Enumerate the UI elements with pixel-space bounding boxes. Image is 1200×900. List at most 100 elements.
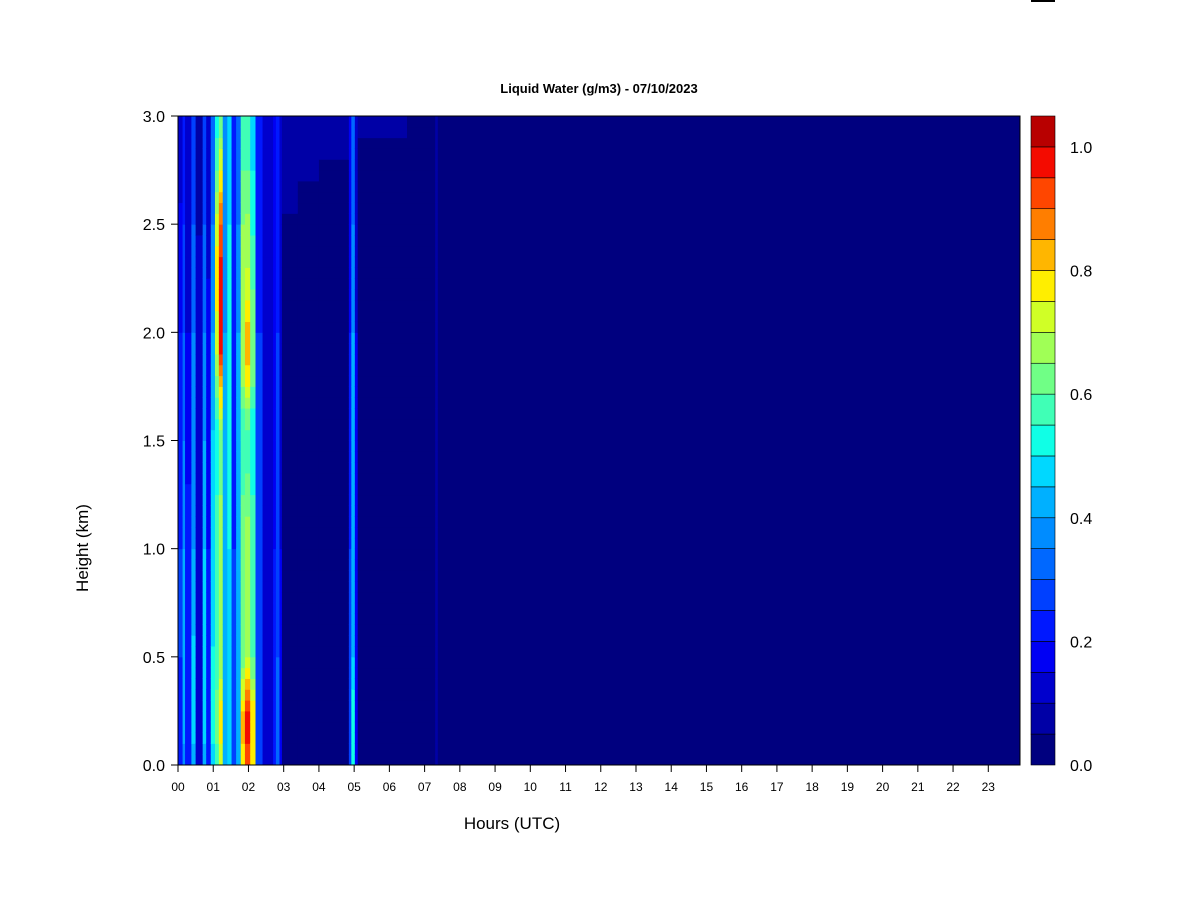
heatmap-cell (244, 148, 251, 160)
heatmap-cell (435, 591, 438, 604)
heatmap-cell (357, 343, 408, 355)
heatmap-cell (279, 689, 283, 701)
heatmap-cell (227, 527, 233, 539)
heatmap-cell (250, 148, 257, 160)
heatmap-cell (227, 548, 233, 560)
heatmap-cell (178, 635, 184, 647)
heatmap-cell (275, 353, 280, 366)
heatmap-cell (297, 116, 320, 128)
heatmap-cell (250, 267, 257, 279)
heatmap-cell (218, 126, 224, 139)
heatmap-cell (178, 116, 184, 128)
heatmap-cell (275, 180, 280, 193)
heatmap-cell (185, 343, 192, 355)
heatmap-cell (227, 321, 233, 333)
heatmap-cell (222, 159, 228, 171)
heatmap-cell (236, 289, 242, 301)
heatmap-cell (214, 267, 220, 279)
heatmap-cell (240, 516, 246, 528)
heatmap-cell (297, 321, 320, 333)
heatmap-cell (273, 213, 277, 225)
heatmap-cell (250, 159, 257, 171)
heatmap-cell (273, 656, 277, 669)
heatmap-band-16 (250, 116, 257, 766)
heatmap-cell (222, 591, 228, 604)
heatmap-cell (297, 386, 320, 398)
heatmap-cell (191, 505, 197, 517)
heatmap-cell (222, 245, 228, 258)
heatmap-cell (240, 245, 246, 258)
heatmap-cell (191, 602, 197, 615)
heatmap-cell (195, 700, 204, 712)
heatmap-cell (231, 343, 237, 355)
heatmap-cell (195, 418, 204, 431)
heatmap-cell (406, 245, 436, 258)
heatmap-cell (281, 137, 299, 149)
heatmap-cell (351, 646, 356, 658)
heatmap-cell (206, 678, 212, 690)
heatmap-cell (185, 256, 192, 268)
heatmap-cell (357, 213, 408, 225)
heatmap-cell (240, 537, 246, 550)
heatmap-cell (297, 527, 320, 539)
heatmap-cell (210, 548, 216, 560)
heatmap-cell (191, 278, 197, 290)
heatmap-cell (354, 516, 359, 528)
heatmap-cell (348, 278, 352, 290)
heatmap-cell (297, 332, 320, 344)
heatmap-cell (435, 364, 438, 377)
heatmap-cell (236, 332, 242, 344)
heatmap-cell (435, 689, 438, 701)
colorbar-swatch (1030, 424, 1056, 457)
heatmap-cell (318, 343, 350, 355)
heatmap-cell (279, 234, 283, 247)
heatmap-cell (318, 364, 350, 377)
heatmap-cell (351, 429, 356, 441)
heatmap-cell (191, 527, 197, 539)
heatmap-cell (281, 278, 299, 290)
heatmap-cell (222, 299, 228, 312)
heatmap-cell (357, 191, 408, 204)
heatmap-cell (214, 602, 220, 615)
heatmap-cell (275, 159, 280, 171)
heatmap-cell (178, 754, 184, 766)
heatmap-cell (182, 256, 186, 268)
heatmap-band-10 (222, 116, 228, 766)
heatmap-cell (406, 462, 436, 474)
heatmap-cell (406, 721, 436, 734)
heatmap-cell (318, 289, 350, 301)
heatmap-cell (182, 202, 186, 214)
heatmap-cell (182, 570, 186, 582)
heatmap-cell (191, 440, 197, 452)
heatmap-cell (227, 256, 233, 268)
heatmap-cell (182, 624, 186, 636)
heatmap-cell (351, 548, 356, 560)
heatmap-cell (354, 321, 359, 333)
heatmap-cell (357, 256, 408, 268)
heatmap-cell (354, 548, 359, 560)
heatmap-cell (236, 170, 242, 182)
heatmap-cell (214, 224, 220, 236)
heatmap-cell (178, 440, 184, 452)
heatmap-cell (262, 364, 274, 377)
heatmap-cell (191, 386, 197, 398)
heatmap-cell (348, 408, 352, 420)
heatmap-cell (206, 624, 212, 636)
heatmap-cell (222, 581, 228, 593)
heatmap-cell (218, 472, 224, 485)
heatmap-cell (435, 635, 438, 647)
heatmap-cell (262, 332, 274, 344)
heatmap-cell (255, 332, 264, 344)
heatmap-cell (279, 613, 283, 625)
heatmap-cell (236, 505, 242, 517)
heatmap-cell (222, 332, 228, 344)
heatmap-cell (202, 646, 207, 658)
heatmap-cell (227, 397, 233, 409)
heatmap-cell (236, 462, 242, 474)
heatmap-cell (281, 116, 299, 128)
heatmap-cell (202, 689, 207, 701)
heatmap-cell (250, 310, 257, 323)
heatmap-cell (318, 494, 350, 506)
heatmap-cell (206, 527, 212, 539)
heatmap-cell (231, 278, 237, 290)
